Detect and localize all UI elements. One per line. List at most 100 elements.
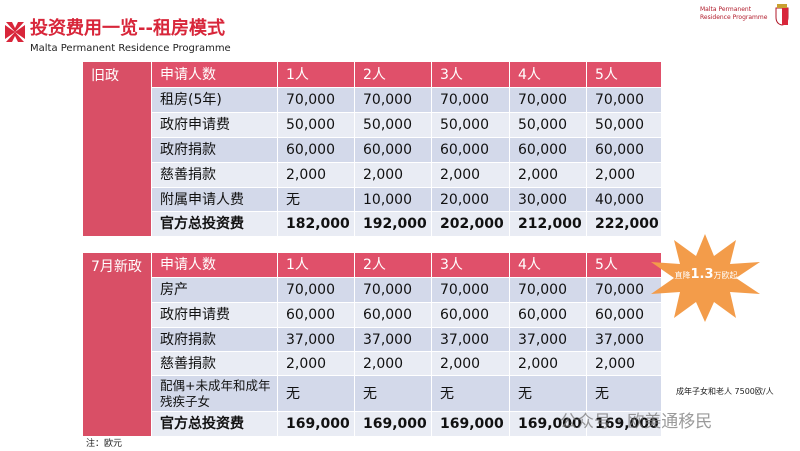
table-cell: 169,000	[278, 412, 355, 437]
header-cell: 申请人数	[152, 62, 278, 88]
table-cell: 70,000	[587, 278, 662, 303]
table-cell: 182,000	[278, 212, 355, 237]
table-cell: 169,000	[587, 412, 662, 437]
logo-text: Malta Permanent Residence Programme	[700, 6, 767, 22]
header-cell: 5人	[587, 62, 662, 88]
header-cell: 2人	[355, 62, 432, 88]
table-cell: 169,000	[432, 412, 510, 437]
table-cell: 192,000	[355, 212, 432, 237]
table-cell: 60,000	[510, 303, 587, 328]
table-cell: 50,000	[587, 113, 662, 138]
table-cell: 169,000	[355, 412, 432, 437]
table-cell: 20,000	[432, 188, 510, 212]
table-cell: 37,000	[278, 328, 355, 352]
header-cell: 2人	[355, 253, 432, 278]
header-cell: 1人	[278, 62, 355, 88]
header-cell: 4人	[510, 253, 587, 278]
header-cell: 1人	[278, 253, 355, 278]
table-cell: 无	[587, 376, 662, 412]
table-cell: 169,000	[510, 412, 587, 437]
table-cell: 官方总投资费	[152, 212, 278, 237]
table-cell: 2,000	[432, 352, 510, 376]
table-cell: 10,000	[355, 188, 432, 212]
side-note: 成年子女和老人 7500欧/人	[676, 387, 774, 396]
table-cell: 30,000	[510, 188, 587, 212]
table-cell: 50,000	[278, 113, 355, 138]
subtitle: Malta Permanent Residence Programme	[30, 43, 231, 54]
table-cell: 60,000	[355, 138, 432, 163]
badge-amount: 1.3	[690, 267, 714, 282]
table-cell: 60,000	[278, 303, 355, 328]
badge-suffix: 万欧起	[713, 271, 738, 280]
table-cell: 房产	[152, 278, 278, 303]
table-label: 7月新政	[83, 253, 152, 437]
table-cell: 2,000	[587, 352, 662, 376]
table-cell: 2,000	[278, 163, 355, 188]
table-cell: 70,000	[355, 88, 432, 113]
table-cell: 37,000	[355, 328, 432, 352]
table-cell: 40,000	[587, 188, 662, 212]
malta-cross-icon	[5, 22, 25, 42]
table-cell: 2,000	[510, 163, 587, 188]
table-cell: 2,000	[432, 163, 510, 188]
table-cell: 60,000	[432, 138, 510, 163]
table-cell: 70,000	[510, 88, 587, 113]
table-cell: 政府申请费	[152, 303, 278, 328]
table-cell: 60,000	[587, 138, 662, 163]
table-cell: 70,000	[432, 88, 510, 113]
table-cell: 租房(5年)	[152, 88, 278, 113]
crest-icon	[775, 4, 789, 26]
table-cell: 212,000	[510, 212, 587, 237]
table-cell: 50,000	[432, 113, 510, 138]
table-cell: 2,000	[278, 352, 355, 376]
table-cell: 222,000	[587, 212, 662, 237]
table-cell: 37,000	[432, 328, 510, 352]
title: 投资费用一览--租房模式	[30, 18, 225, 39]
header-cell: 3人	[432, 62, 510, 88]
footnote: 注：欧元	[86, 439, 123, 449]
table-cell: 2,000	[355, 163, 432, 188]
watermark: 公众号 · 欧美通移民	[560, 412, 713, 432]
table-cell: 37,000	[510, 328, 587, 352]
table-cell: 政府捐款	[152, 328, 278, 352]
table-cell: 配偶+未成年和成年残疾子女	[152, 376, 278, 412]
table-cell: 无	[355, 376, 432, 412]
table-cell: 37,000	[587, 328, 662, 352]
table-cell: 70,000	[432, 278, 510, 303]
table-cell: 60,000	[278, 138, 355, 163]
table-cell: 70,000	[355, 278, 432, 303]
table-cell: 2,000	[587, 163, 662, 188]
table-cell: 慈善捐款	[152, 163, 278, 188]
table-cell: 2,000	[355, 352, 432, 376]
table-cell: 附属申请人费	[152, 188, 278, 212]
table-cell: 慈善捐款	[152, 352, 278, 376]
table-cell: 60,000	[510, 138, 587, 163]
table-cell: 2,000	[510, 352, 587, 376]
table-cell: 70,000	[278, 278, 355, 303]
table-cell: 202,000	[432, 212, 510, 237]
table-cell: 政府申请费	[152, 113, 278, 138]
table-cell: 无	[432, 376, 510, 412]
table-cell: 60,000	[432, 303, 510, 328]
logo-line: Residence Programme	[700, 14, 768, 21]
table-cell: 70,000	[587, 88, 662, 113]
header-cell: 4人	[510, 62, 587, 88]
header-cell: 申请人数	[152, 253, 278, 278]
table-cell: 官方总投资费	[152, 412, 278, 437]
table-cell: 无	[278, 376, 355, 412]
table-cell: 70,000	[278, 88, 355, 113]
table-label: 旧政	[83, 62, 152, 237]
table-cell: 政府捐款	[152, 138, 278, 163]
table-cell: 50,000	[355, 113, 432, 138]
badge-burst	[651, 234, 760, 322]
badge-prefix: 直降	[674, 271, 691, 280]
badge-text: 直降1.3万欧起	[670, 268, 742, 282]
table-cell: 60,000	[587, 303, 662, 328]
table-cell: 70,000	[510, 278, 587, 303]
table-cell: 60,000	[355, 303, 432, 328]
table-cell: 50,000	[510, 113, 587, 138]
logo-line: Malta Permanent	[700, 6, 752, 13]
table-cell: 无	[278, 188, 355, 212]
table-cell: 无	[510, 376, 587, 412]
